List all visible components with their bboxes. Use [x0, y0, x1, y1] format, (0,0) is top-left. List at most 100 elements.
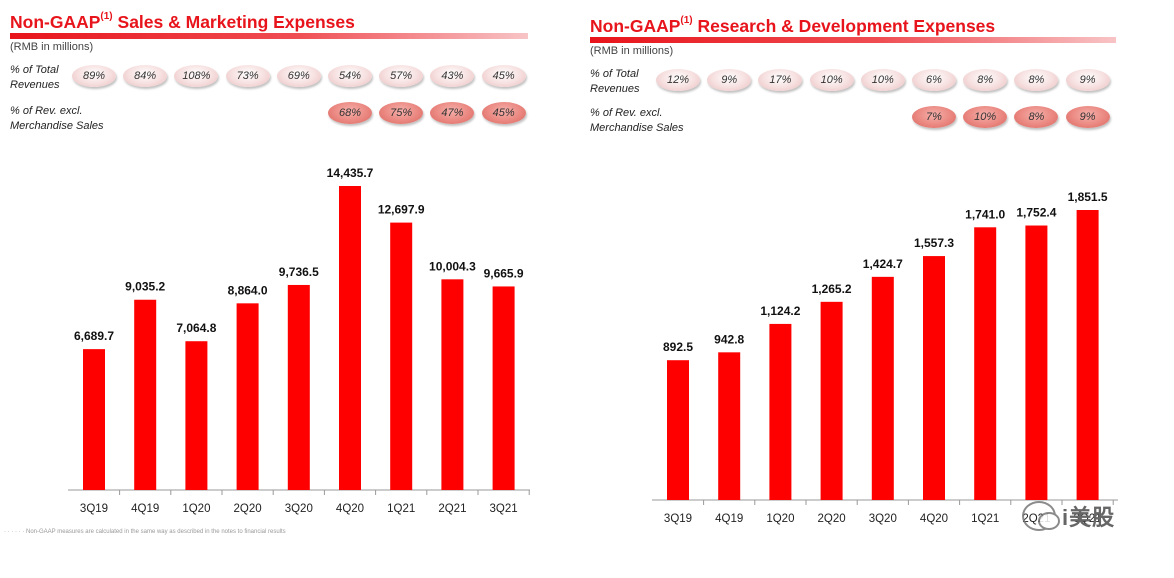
x-tick-label: 2Q21	[438, 503, 466, 515]
pct-excl-merchandise-pill: 10%	[963, 106, 1008, 128]
title-main: Non-GAAP	[10, 12, 101, 32]
pct-total-revenue-pill: 57%	[379, 65, 424, 87]
row-label-line2: Revenues	[590, 83, 640, 95]
bar-value-label: 9,665.9	[484, 266, 524, 280]
row-label-line2: Merchandise Sales	[10, 120, 104, 132]
pct-total-revenue-pill: 17%	[758, 69, 803, 91]
pct-total-revenue-pill: 9%	[1065, 69, 1110, 91]
footnote: · · · · · · Non-GAAP measures are calcul…	[4, 529, 286, 535]
row-label-line2: Revenues	[10, 79, 60, 91]
x-tick-label: 4Q20	[336, 503, 364, 515]
pct-total-revenue-pill: 8%	[963, 69, 1008, 91]
x-tick-label: 1Q21	[387, 503, 415, 515]
units-label: (RMB in millions)	[10, 41, 94, 53]
row-label-total-revenues: % of Total Revenues	[590, 67, 640, 97]
research-development-panel: Non-GAAP(1) Research & Development Expen…	[580, 0, 1174, 578]
bar-2Q20	[236, 303, 259, 490]
bar-3Q19	[83, 349, 105, 490]
pct-total-revenue-pill: 8%	[1014, 69, 1059, 91]
bar-1Q21	[974, 227, 997, 500]
bar-3Q19	[667, 360, 689, 500]
pct-excl-merchandise-pill: 8%	[1014, 106, 1059, 128]
title-underline	[590, 37, 1116, 43]
x-tick-label: 4Q20	[920, 513, 948, 525]
row-label-excl-merchandise: % of Rev. excl. Merchandise Sales	[590, 106, 684, 136]
bar-value-label: 1,424.7	[863, 257, 903, 271]
pct-excl-merchandise-pill: 75%	[379, 102, 424, 124]
bar-value-label: 892.5	[663, 340, 693, 354]
bar-4Q20	[923, 256, 945, 500]
bar-value-label: 1,265.2	[812, 282, 852, 296]
bar-3Q21	[1076, 210, 1099, 500]
pct-excl-merchandise-pill: 7%	[912, 106, 956, 128]
pct-total-revenue-pill: 43%	[430, 65, 475, 87]
pct-excl-merchandise-pill: 47%	[430, 102, 475, 124]
bar-1Q20	[185, 341, 208, 490]
pct-total-revenue-pill: 6%	[912, 69, 956, 91]
row-label-line1: % of Rev. excl.	[590, 107, 663, 119]
x-tick-label: 3Q19	[664, 513, 692, 525]
chart-title: Non-GAAP(1) Research & Development Expen…	[590, 15, 996, 37]
pct-excl-merchandise-pill: 68%	[328, 102, 372, 124]
bar-2Q20	[820, 301, 843, 500]
bar-4Q20	[339, 186, 361, 490]
chart-title: Non-GAAP(1) Sales & Marketing Expenses	[10, 11, 355, 33]
pct-total-revenue-pill: 73%	[225, 65, 270, 87]
bar-value-label: 6,689.7	[74, 329, 114, 343]
title-underline	[10, 33, 528, 39]
bar-value-label: 1,752.4	[1016, 206, 1056, 220]
x-tick-label: 4Q19	[715, 513, 743, 525]
bar-value-label: 9,736.5	[279, 265, 319, 279]
pct-total-revenue-pill: 10%	[860, 69, 905, 91]
x-tick-label: 3Q19	[80, 503, 108, 515]
row-label-line1: % of Rev. excl.	[10, 105, 83, 117]
x-tick-label: 3Q21	[490, 503, 518, 515]
pct-total-revenue-pill: 54%	[328, 65, 372, 87]
x-tick-label: 3Q21	[1074, 513, 1102, 525]
x-tick-label: 1Q21	[971, 513, 999, 525]
pct-total-revenue-pill: 108%	[174, 65, 219, 87]
pct-total-revenue-pill: 69%	[276, 65, 321, 87]
x-tick-label: 1Q20	[182, 503, 210, 515]
bar-value-label: 942.8	[714, 332, 744, 346]
bar-2Q21	[441, 279, 464, 490]
pct-total-revenue-pill: 89%	[72, 65, 116, 87]
title-footnote-mark: (1)	[680, 15, 693, 27]
bar-value-label: 14,435.7	[327, 166, 374, 180]
sales-marketing-bar-chart: 6,689.7 3Q19 9,035.2 4Q19 7,064.8 1Q20 8,864.0…	[68, 166, 530, 515]
x-tick-label: 2Q20	[234, 503, 262, 515]
x-tick-label: 2Q20	[818, 513, 846, 525]
title-rest: Research & Development Expenses	[697, 16, 996, 36]
pct-total-revenue-pill: 9%	[707, 69, 752, 91]
bar-value-label: 12,697.9	[378, 203, 425, 217]
bar-value-label: 1,557.3	[914, 236, 954, 250]
bar-2Q21	[1025, 225, 1048, 500]
sales-marketing-panel: Non-GAAP(1) Sales & Marketing Expenses (…	[0, 0, 560, 578]
bar-4Q19	[718, 352, 741, 500]
row-label-line2: Merchandise Sales	[590, 122, 684, 134]
bar-3Q21	[492, 286, 515, 490]
title-footnote-mark: (1)	[100, 11, 113, 23]
pct-total-revenue-pill: 84%	[123, 65, 168, 87]
bar-4Q19	[134, 299, 157, 490]
pct-total-revenue-pill: 10%	[809, 69, 854, 91]
pct-excl-merchandise-pill: 45%	[481, 102, 526, 124]
pct-total-revenue-pill: 45%	[481, 65, 526, 87]
bar-1Q20	[769, 323, 792, 500]
row-label-excl-merchandise: % of Rev. excl. Merchandise Sales	[10, 104, 104, 134]
bar-3Q20	[287, 284, 310, 490]
units-label: (RMB in millions)	[590, 45, 674, 57]
x-tick-label: 4Q19	[131, 503, 159, 515]
x-tick-label: 3Q20	[869, 513, 897, 525]
bar-value-label: 1,124.2	[760, 304, 800, 318]
bar-3Q20	[871, 276, 894, 500]
row-label-line1: % of Total	[10, 64, 59, 76]
pct-total-revenue-pill: 12%	[656, 69, 700, 91]
bar-value-label: 9,035.2	[125, 280, 165, 294]
bar-1Q21	[390, 222, 413, 490]
research-development-bar-chart: 892.5 3Q19 942.8 4Q19 1,124.2 1Q20 1,265.2 2Q20…	[652, 190, 1118, 525]
bar-value-label: 1,851.5	[1068, 190, 1108, 204]
title-main: Non-GAAP	[590, 16, 681, 36]
title-rest: Sales & Marketing Expenses	[117, 12, 355, 32]
bar-value-label: 8,864.0	[228, 283, 268, 297]
